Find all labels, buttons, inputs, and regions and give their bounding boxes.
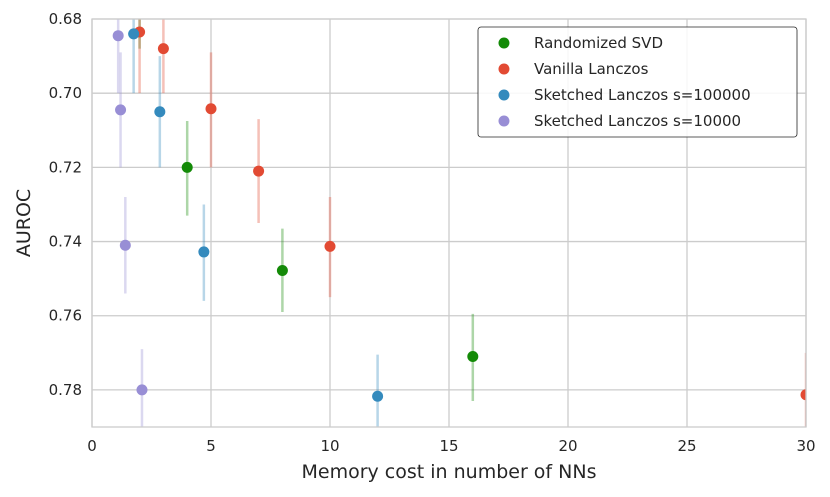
legend-box bbox=[477, 26, 798, 138]
y-tick-label: 0.78 bbox=[49, 381, 82, 399]
x-tick-label: 0 bbox=[87, 437, 97, 455]
x-tick-label: 5 bbox=[206, 437, 216, 455]
data-point bbox=[115, 104, 127, 116]
data-point bbox=[112, 30, 124, 42]
y-tick-label: 0.70 bbox=[49, 84, 82, 102]
legend-marker bbox=[498, 89, 510, 101]
legend-label: Sketched Lanczos s=100000 bbox=[534, 86, 751, 104]
data-point bbox=[136, 384, 148, 396]
data-point bbox=[800, 389, 806, 401]
data-points bbox=[112, 8, 806, 402]
plot-frame bbox=[91, 18, 807, 428]
legend-label: Randomized SVD bbox=[534, 34, 663, 52]
y-tick-label: 0.68 bbox=[49, 10, 82, 28]
legend: Randomized SVD Vanilla Lanczos Sketched La… bbox=[477, 26, 798, 138]
data-point bbox=[119, 239, 131, 251]
data-point bbox=[134, 8, 145, 19]
y-tick-labels: 0.68 0.70 0.72 0.74 0.76 0.78 bbox=[49, 10, 82, 399]
x-axis-label: Memory cost in number of NNs bbox=[301, 461, 596, 483]
data-point bbox=[276, 264, 288, 276]
legend-marker bbox=[498, 63, 510, 75]
data-point bbox=[154, 106, 166, 118]
legend-label: Vanilla Lanczos bbox=[534, 60, 649, 78]
data-point bbox=[128, 28, 140, 40]
x-tick-labels: 0 5 10 15 20 25 30 bbox=[87, 437, 815, 455]
legend-marker bbox=[498, 37, 510, 49]
data-point bbox=[253, 165, 265, 177]
data-point bbox=[181, 161, 193, 173]
x-tick-label: 15 bbox=[439, 437, 458, 455]
y-tick-label: 0.76 bbox=[49, 307, 82, 325]
data-point bbox=[372, 390, 384, 402]
x-tick-label: 25 bbox=[677, 437, 696, 455]
data-point bbox=[324, 240, 336, 252]
data-point bbox=[205, 103, 217, 115]
legend-marker bbox=[498, 115, 510, 127]
data-point bbox=[157, 43, 169, 55]
y-tick-label: 0.72 bbox=[49, 158, 82, 176]
x-tick-label: 20 bbox=[558, 437, 577, 455]
y-tick-label: 0.74 bbox=[49, 233, 82, 251]
data-point bbox=[467, 351, 479, 363]
x-tick-label: 10 bbox=[320, 437, 339, 455]
y-axis-label: AUROC bbox=[13, 189, 35, 257]
legend-label: Sketched Lanczos s=10000 bbox=[534, 112, 741, 130]
data-point bbox=[198, 246, 210, 258]
x-tick-label: 30 bbox=[796, 437, 815, 455]
